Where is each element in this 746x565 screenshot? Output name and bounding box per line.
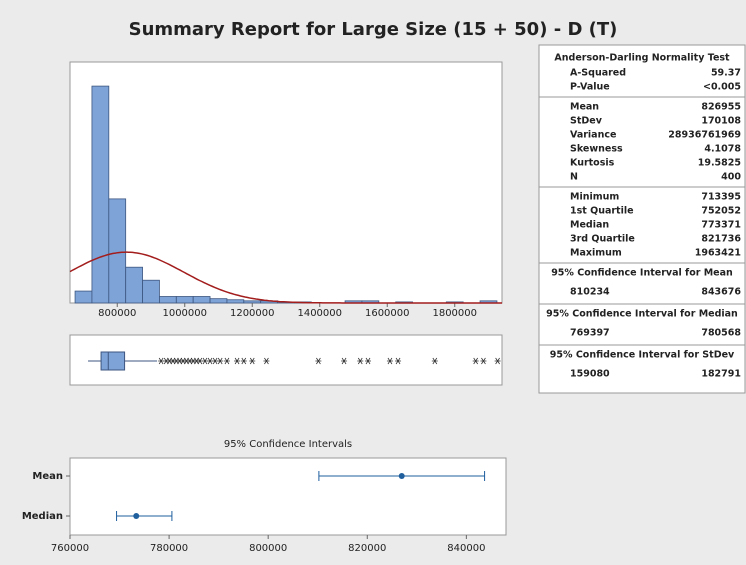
x-tick-label: 800000 [98,308,136,319]
x-tick-label: 780000 [150,543,188,554]
outlier [212,357,219,365]
section-title: 95% Confidence Interval for Mean [551,268,733,279]
box [100,351,126,371]
outlier [234,357,241,365]
outlier [386,357,393,365]
row-label: N [570,172,578,183]
interval-panel [69,457,507,536]
row-value: 400 [721,172,741,183]
outlier [202,357,208,365]
interval-bar [116,511,173,521]
x-tick-label: 800000 [249,543,287,554]
outlier [395,357,402,365]
row-label: 3rd Quartile [570,234,635,245]
report-title: Summary Report for Large Size (15 + 50) … [129,19,618,40]
x-tick-label: 1400000 [297,308,342,319]
histogram-bar [175,296,194,304]
histogram-bar [125,266,143,304]
outlier [196,357,203,365]
outlier [480,357,487,365]
outlier [494,357,501,365]
outlier [240,357,247,365]
y-tick-label: Mean [32,471,63,482]
x-tick-label: 1600000 [365,308,410,319]
outlier [472,357,479,365]
normal-fit-curve [69,251,502,304]
histogram-bar [74,290,93,304]
x-tick-label: 1800000 [432,308,477,319]
interval-title: 95% Confidence Intervals [224,439,352,450]
ci-low: 769397 [570,328,610,339]
section-title: 95% Confidence Interval for StDev [550,350,735,361]
row-label: Maximum [570,248,622,259]
row-value: 821736 [701,234,741,245]
row-value: <0.005 [703,82,741,93]
histogram-bar [159,296,177,304]
row-value: 59.37 [711,68,741,79]
row-value: 713395 [701,192,741,203]
row-value: 28936761969 [668,130,741,141]
outlier [223,357,230,365]
outlier [341,357,348,365]
histogram-bar [243,300,262,304]
estimate-point [133,513,140,519]
outlier [249,357,256,365]
row-value: 170108 [701,116,741,127]
histogram-bar [209,298,228,304]
histogram-bar [108,198,127,304]
section-title: 95% Confidence Interval for Median [546,309,738,320]
row-value: 773371 [701,220,741,231]
stats-table [538,44,746,394]
outlier [365,357,372,365]
row-value: 19.5825 [698,158,741,169]
histogram-bar [142,279,160,304]
row-label: Skewness [570,144,623,155]
outlier [431,357,438,365]
row-value: 4.1078 [704,144,741,155]
boxplot-panel [69,334,503,386]
x-tick-label: 1000000 [162,308,207,319]
row-label: P-Value [570,82,610,93]
x-tick-label: 820000 [348,543,386,554]
estimate-point [398,473,405,479]
row-label: 1st Quartile [570,206,634,217]
histogram-bar [192,296,211,304]
x-tick-label: 840000 [447,543,485,554]
row-label: A-Squared [570,68,626,79]
x-tick-label: 1200000 [230,308,275,319]
row-value: 826955 [701,102,741,113]
histogram-bar [226,299,245,304]
outlier [207,357,214,365]
histogram-panel [69,61,503,304]
ci-low: 810234 [570,287,610,298]
row-label: Kurtosis [570,158,615,169]
row-value: 752052 [701,206,741,217]
outlier [217,357,224,365]
row-label: Mean [570,102,599,113]
outlier [158,357,165,365]
row-label: Median [570,220,609,231]
y-tick-label: Median [22,511,63,522]
outlier [263,357,270,365]
section-title: Anderson-Darling Normality Test [554,53,730,64]
histogram-bar [91,85,110,304]
row-label: Minimum [570,192,619,203]
outlier [357,357,364,365]
ci-high: 843676 [701,287,741,298]
row-value: 1963421 [695,248,741,259]
x-tick-label: 760000 [51,543,89,554]
row-label: StDev [570,116,603,127]
outlier [315,357,322,365]
ci-high: 182791 [701,369,741,380]
ci-high: 780568 [701,328,741,339]
row-label: Variance [570,130,616,141]
ci-low: 159080 [570,369,610,380]
